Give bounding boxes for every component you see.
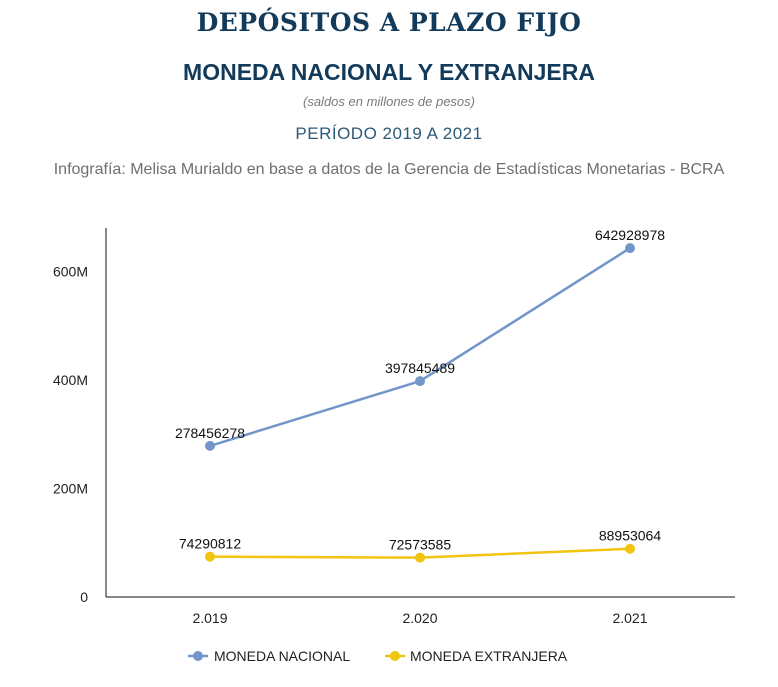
data-label: 642928978 — [595, 227, 665, 243]
page-subtitle: MONEDA NACIONAL Y EXTRANJERA — [183, 59, 595, 85]
x-tick-label: 2.021 — [612, 610, 647, 626]
data-point — [625, 543, 635, 554]
data-point — [415, 552, 425, 563]
page-title: DEPÓSITOS A PLAZO FIJO — [196, 8, 582, 37]
x-tick-label: 2.020 — [402, 610, 437, 626]
legend-marker-0 — [193, 651, 203, 661]
data-point — [415, 376, 425, 387]
source-credit: Infografía: Melisa Murialdo en base a da… — [53, 161, 725, 178]
legend-marker-1 — [390, 651, 400, 661]
series-line-0 — [209, 247, 631, 448]
data-point — [625, 243, 635, 254]
data-label: 397845489 — [385, 360, 455, 376]
data-label: 278456278 — [175, 425, 245, 441]
data-label: 74290812 — [179, 536, 242, 552]
y-tick-label: 200M — [53, 480, 88, 496]
y-tick-label: 0 — [80, 589, 88, 605]
y-tick-label: 400M — [53, 372, 88, 388]
data-label: 88953064 — [599, 528, 662, 544]
legend-label-0: MONEDA NACIONAL — [214, 648, 350, 664]
units-note: (saldos en millones de pesos) — [303, 94, 475, 109]
x-tick-label: 2.019 — [192, 610, 227, 626]
data-point — [205, 440, 215, 451]
legend-label-1: MONEDA EXTRANJERA — [410, 648, 568, 664]
y-tick-label: 600M — [53, 263, 88, 279]
data-label: 72573585 — [389, 537, 452, 553]
data-point — [205, 551, 215, 562]
period-label: PERÍODO 2019 A 2021 — [295, 124, 483, 143]
